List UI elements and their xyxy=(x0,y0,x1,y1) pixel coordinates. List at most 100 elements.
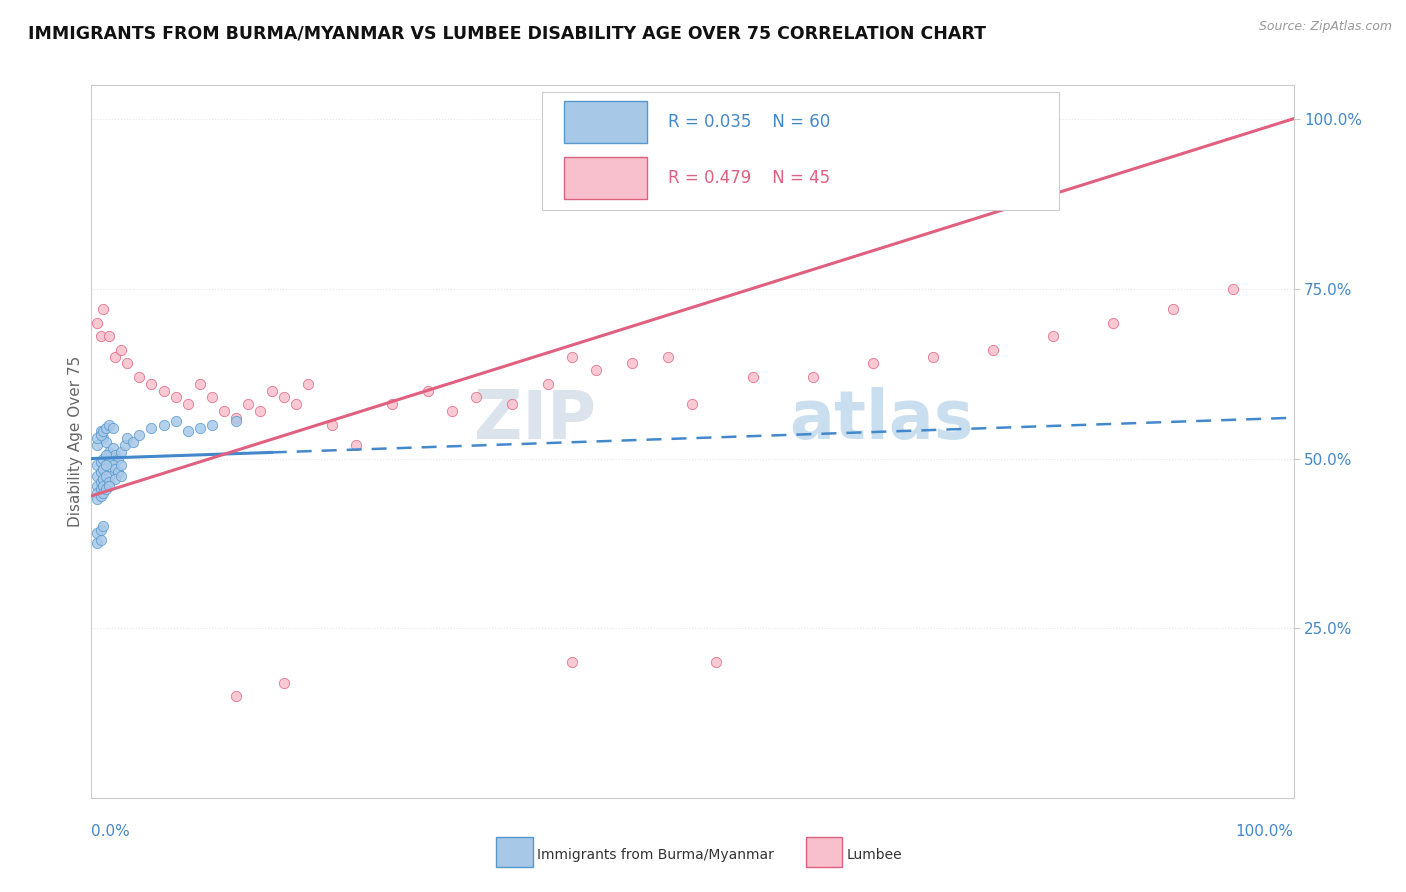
Point xyxy=(86,316,108,330)
Point xyxy=(152,417,174,432)
Point xyxy=(90,523,112,537)
Point xyxy=(110,468,132,483)
Point xyxy=(86,526,108,541)
Point xyxy=(93,431,115,445)
Point xyxy=(225,690,247,704)
Point xyxy=(141,421,163,435)
Point xyxy=(107,465,129,479)
Point xyxy=(621,356,644,370)
Point xyxy=(981,343,1004,357)
Point xyxy=(90,425,112,439)
Point xyxy=(122,434,145,449)
Point xyxy=(93,472,115,486)
Point xyxy=(94,448,117,462)
FancyBboxPatch shape xyxy=(564,101,647,144)
Point xyxy=(98,479,121,493)
Point xyxy=(128,427,150,442)
Point xyxy=(90,489,112,503)
Y-axis label: Disability Age Over 75: Disability Age Over 75 xyxy=(67,356,83,527)
Point xyxy=(114,438,136,452)
Point xyxy=(93,461,115,475)
Point xyxy=(249,404,271,418)
Point xyxy=(561,350,583,364)
Point xyxy=(86,458,108,473)
Point xyxy=(101,442,124,456)
Point xyxy=(201,390,224,404)
Point xyxy=(90,475,112,490)
Point xyxy=(141,376,163,391)
Point xyxy=(86,479,108,493)
Text: 0.0%: 0.0% xyxy=(91,824,131,838)
Point xyxy=(104,461,127,475)
Point xyxy=(110,343,132,357)
Point xyxy=(152,384,174,398)
Text: 100.0%: 100.0% xyxy=(1236,824,1294,838)
Point xyxy=(93,301,115,316)
Point xyxy=(86,438,108,452)
Point xyxy=(922,350,945,364)
Point xyxy=(93,519,115,533)
Text: Lumbee: Lumbee xyxy=(846,847,903,862)
Point xyxy=(225,410,247,425)
Point xyxy=(297,376,319,391)
Point xyxy=(98,444,121,458)
Text: ZIP: ZIP xyxy=(474,387,596,453)
Point xyxy=(90,482,112,496)
Point xyxy=(86,492,108,507)
Point xyxy=(165,390,187,404)
Point xyxy=(1042,329,1064,343)
Point xyxy=(225,414,247,428)
Point xyxy=(104,350,127,364)
Point xyxy=(176,425,198,439)
Point xyxy=(561,656,583,670)
Point xyxy=(657,350,679,364)
Point xyxy=(321,417,343,432)
Point xyxy=(86,536,108,550)
Point xyxy=(344,438,367,452)
Text: R = 0.035    N = 60: R = 0.035 N = 60 xyxy=(668,113,831,131)
Point xyxy=(94,434,117,449)
Point xyxy=(86,485,108,500)
Point xyxy=(94,458,117,473)
Point xyxy=(93,479,115,493)
Point xyxy=(94,468,117,483)
Point xyxy=(501,397,523,411)
Point xyxy=(537,376,560,391)
Point xyxy=(1102,316,1125,330)
Point xyxy=(94,421,117,435)
Text: atlas: atlas xyxy=(789,387,973,453)
Point xyxy=(273,675,295,690)
Point xyxy=(101,421,124,435)
Point xyxy=(86,431,108,445)
Point xyxy=(90,427,112,442)
Point xyxy=(98,329,121,343)
Point xyxy=(98,455,121,469)
Point xyxy=(93,425,115,439)
Point xyxy=(273,390,295,404)
FancyBboxPatch shape xyxy=(543,92,1059,210)
Point xyxy=(236,397,259,411)
Point xyxy=(117,356,139,370)
Point xyxy=(165,414,187,428)
Point xyxy=(98,475,121,490)
Point xyxy=(801,370,824,384)
Point xyxy=(101,458,124,473)
Point xyxy=(93,451,115,466)
Point xyxy=(90,465,112,479)
Point xyxy=(201,417,224,432)
Point xyxy=(98,468,121,483)
Text: IMMIGRANTS FROM BURMA/MYANMAR VS LUMBEE DISABILITY AGE OVER 75 CORRELATION CHART: IMMIGRANTS FROM BURMA/MYANMAR VS LUMBEE … xyxy=(28,25,986,43)
Point xyxy=(104,472,127,486)
Point xyxy=(585,363,607,377)
Point xyxy=(110,444,132,458)
Point xyxy=(681,397,703,411)
Point xyxy=(862,356,884,370)
Point xyxy=(90,533,112,547)
Point xyxy=(440,404,463,418)
Point xyxy=(86,468,108,483)
Text: R = 0.479    N = 45: R = 0.479 N = 45 xyxy=(668,169,831,186)
Point xyxy=(176,397,198,411)
Point xyxy=(284,397,307,411)
Point xyxy=(90,329,112,343)
Point xyxy=(1161,301,1184,316)
